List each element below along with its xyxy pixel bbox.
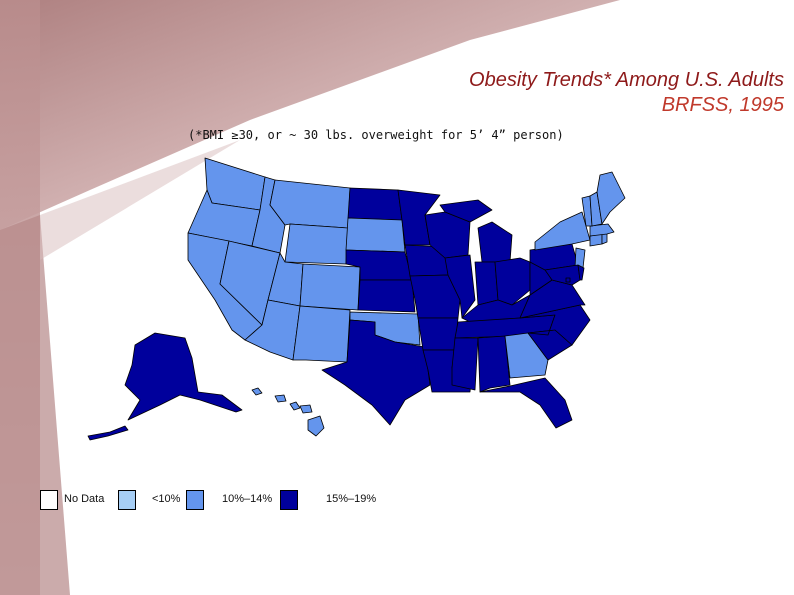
- state-GA: [504, 332, 549, 379]
- state-HI-2: [274, 394, 287, 403]
- state-HI-5: [307, 415, 325, 437]
- legend-label-15to19: 15%–19%: [326, 493, 377, 505]
- chart-title: Obesity Trends* Among U.S. Adults BRFSS,…: [469, 68, 784, 118]
- state-MI-upper: [439, 199, 493, 223]
- legend-swatch-no-data: [40, 490, 58, 510]
- state-ND: [347, 187, 403, 221]
- state-MS: [451, 337, 479, 391]
- state-MT: [269, 179, 351, 229]
- state-AL: [477, 335, 511, 393]
- title-line-1: Obesity Trends* Among U.S. Adults: [469, 69, 784, 91]
- state-KS: [357, 279, 416, 313]
- state-HI-1: [251, 387, 263, 396]
- state-FL: [479, 377, 573, 429]
- state-HI-4: [299, 404, 313, 414]
- subtitle: (*BMI ≥30, or ~ 30 lbs. overweight for 5…: [188, 128, 564, 142]
- legend-label-no-data: No Data: [64, 493, 105, 505]
- state-NM: [292, 305, 351, 363]
- state-AK-chain: [87, 425, 129, 441]
- state-DE: [577, 264, 585, 281]
- title-line-2: BRFSS, 1995: [661, 94, 784, 116]
- legend-swatch-15to19: [280, 490, 298, 510]
- state-AK: [124, 332, 243, 421]
- state-WA: [204, 157, 266, 211]
- state-AR: [417, 317, 459, 351]
- state-TX: [321, 319, 431, 426]
- state-MD: [544, 264, 581, 286]
- state-HI-3: [289, 401, 301, 411]
- state-NC: [519, 304, 591, 346]
- state-IN: [474, 261, 499, 306]
- state-WY: [284, 223, 349, 265]
- legend: No Data <10% 10%–14% 15%–19%: [40, 488, 400, 514]
- state-DC: [565, 277, 571, 283]
- state-MA: [589, 223, 615, 237]
- state-SD: [345, 217, 406, 253]
- legend-swatch-lt10: [118, 490, 136, 510]
- legend-label-lt10: <10%: [152, 493, 181, 505]
- legend-swatch-10to14: [186, 490, 204, 510]
- state-CO: [299, 263, 361, 311]
- state-ME: [596, 171, 626, 225]
- state-NY: [534, 211, 591, 251]
- state-MI: [477, 221, 513, 263]
- state-RI: [601, 233, 608, 245]
- legend-label-10to14: 10%–14%: [222, 493, 273, 505]
